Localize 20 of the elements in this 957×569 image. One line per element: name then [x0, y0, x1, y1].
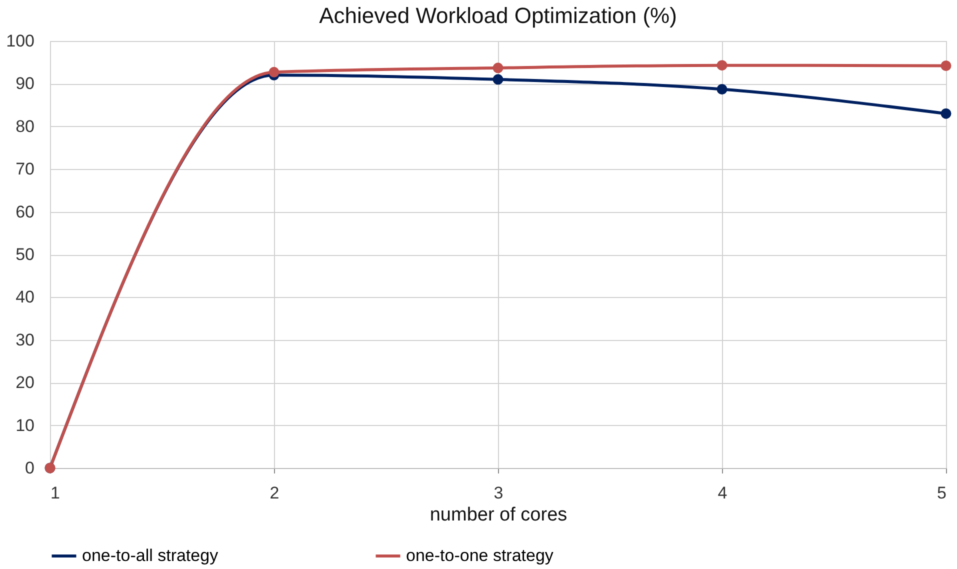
chart-title: Achieved Workload Optimization (%) — [319, 3, 677, 28]
y-tick-label: 90 — [16, 74, 34, 94]
legend-label: one-to-all strategy — [82, 546, 219, 565]
y-tick-label: 20 — [16, 373, 34, 392]
y-tick-label: 0 — [25, 458, 34, 478]
y-tick-label: 10 — [16, 416, 34, 435]
x-tick-label: 1 — [50, 484, 60, 502]
x-axis-title: number of cores — [430, 504, 568, 526]
x-tick-label: 3 — [494, 484, 504, 502]
y-tick-label: 30 — [16, 330, 34, 350]
y-tick-label: 50 — [16, 245, 34, 264]
y-tick-label: 100 — [6, 32, 34, 50]
x-tick-label: 2 — [270, 484, 280, 502]
y-tick-label: 60 — [16, 202, 34, 222]
x-tick-label: 5 — [937, 484, 946, 502]
y-tick-label: 80 — [16, 116, 34, 136]
y-tick-label: 40 — [16, 288, 34, 307]
x-tick-label: 4 — [718, 484, 728, 502]
legend-label: one-to-one strategy — [406, 546, 554, 565]
y-tick-label: 70 — [16, 160, 34, 179]
